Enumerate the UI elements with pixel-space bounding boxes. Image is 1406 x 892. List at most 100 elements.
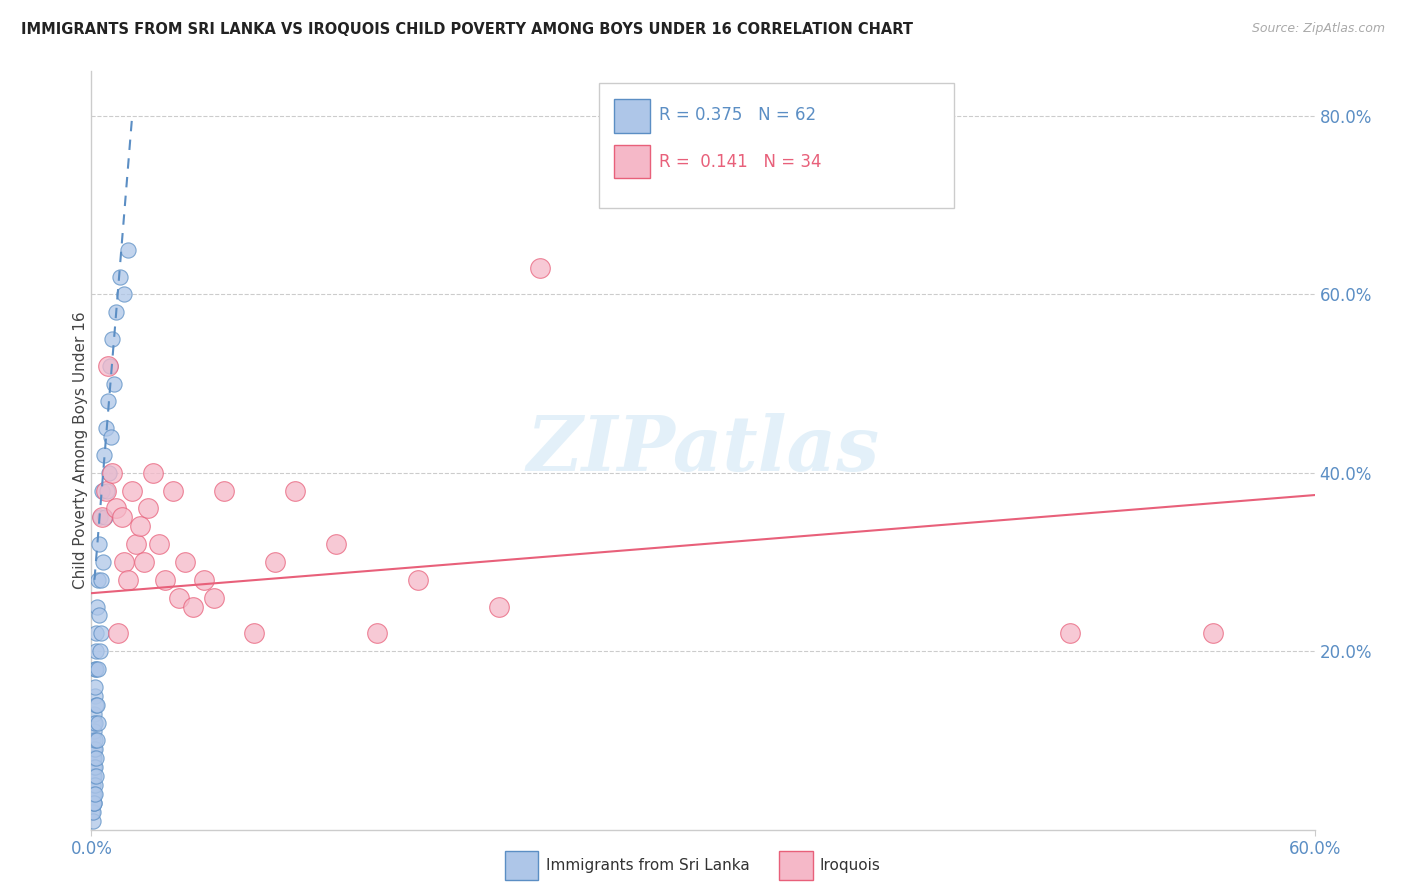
FancyBboxPatch shape — [599, 83, 953, 208]
Point — [89, 510, 111, 524]
Point — [148, 537, 170, 551]
Point — [107, 626, 129, 640]
Text: R =  0.141   N = 34: R = 0.141 N = 34 — [659, 153, 821, 171]
Point — [84, 626, 107, 640]
Point — [86, 599, 108, 614]
Point — [83, 742, 105, 756]
Point — [1059, 626, 1081, 640]
Point — [91, 555, 114, 569]
Point — [86, 733, 108, 747]
Point — [82, 805, 104, 819]
Point — [103, 376, 125, 391]
Point — [162, 483, 184, 498]
Point — [325, 537, 347, 551]
Point — [86, 662, 108, 676]
Point — [89, 644, 111, 658]
Point — [406, 573, 429, 587]
Text: Source: ZipAtlas.com: Source: ZipAtlas.com — [1251, 22, 1385, 36]
Point — [82, 751, 104, 765]
Point — [129, 519, 152, 533]
Point — [93, 448, 115, 462]
Point — [94, 421, 117, 435]
Point — [82, 778, 104, 792]
Point — [84, 769, 107, 783]
Point — [82, 787, 104, 801]
Point — [117, 243, 139, 257]
Point — [82, 796, 104, 810]
Point — [1202, 626, 1225, 640]
Point — [117, 573, 139, 587]
Point — [90, 626, 112, 640]
Point — [83, 769, 105, 783]
Point — [84, 662, 107, 676]
Point — [83, 751, 105, 765]
Point — [141, 466, 163, 480]
Point — [82, 769, 104, 783]
Point — [96, 483, 118, 498]
Point — [104, 305, 127, 319]
Point — [89, 608, 111, 623]
Point — [93, 510, 115, 524]
Y-axis label: Child Poverty Among Boys Under 16: Child Poverty Among Boys Under 16 — [73, 311, 87, 590]
Point — [488, 599, 510, 614]
Point — [83, 715, 105, 730]
Point — [212, 483, 235, 498]
Point — [83, 778, 105, 792]
Point — [84, 698, 107, 712]
Point — [86, 715, 108, 730]
Point — [83, 724, 105, 739]
Point — [174, 555, 197, 569]
Point — [82, 733, 104, 747]
Point — [84, 644, 107, 658]
Point — [112, 555, 135, 569]
Point — [82, 814, 104, 828]
Point — [101, 332, 124, 346]
Text: IMMIGRANTS FROM SRI LANKA VS IROQUOIS CHILD POVERTY AMONG BOYS UNDER 16 CORRELAT: IMMIGRANTS FROM SRI LANKA VS IROQUOIS CH… — [21, 22, 912, 37]
Point — [86, 698, 108, 712]
Point — [125, 537, 148, 551]
Point — [243, 626, 266, 640]
Point — [83, 689, 105, 703]
Point — [83, 796, 105, 810]
Point — [366, 626, 388, 640]
Point — [193, 573, 215, 587]
Point — [83, 796, 105, 810]
FancyBboxPatch shape — [613, 99, 651, 133]
Point — [529, 260, 551, 275]
Point — [90, 510, 112, 524]
Point — [134, 555, 156, 569]
Point — [94, 483, 117, 498]
Point — [84, 733, 107, 747]
Point — [87, 662, 110, 676]
Point — [84, 715, 107, 730]
Point — [97, 359, 120, 373]
Point — [83, 760, 105, 774]
Point — [84, 680, 107, 694]
Point — [121, 483, 143, 498]
Point — [83, 760, 105, 774]
Point — [167, 591, 190, 605]
Point — [97, 466, 120, 480]
Point — [83, 742, 105, 756]
Point — [87, 573, 110, 587]
Point — [108, 269, 131, 284]
Point — [183, 599, 205, 614]
Point — [82, 805, 104, 819]
Point — [101, 466, 124, 480]
Point — [83, 787, 105, 801]
Point — [100, 430, 122, 444]
FancyBboxPatch shape — [613, 145, 651, 178]
Point — [90, 573, 112, 587]
Point — [104, 501, 127, 516]
Point — [153, 573, 176, 587]
Text: Iroquois: Iroquois — [820, 858, 880, 872]
Point — [87, 537, 110, 551]
Point — [83, 706, 105, 721]
Point — [97, 394, 120, 409]
Point — [264, 555, 287, 569]
Point — [112, 287, 135, 301]
Point — [111, 510, 134, 524]
Text: ZIPatlas: ZIPatlas — [526, 414, 880, 487]
Point — [98, 359, 121, 373]
Point — [284, 483, 307, 498]
